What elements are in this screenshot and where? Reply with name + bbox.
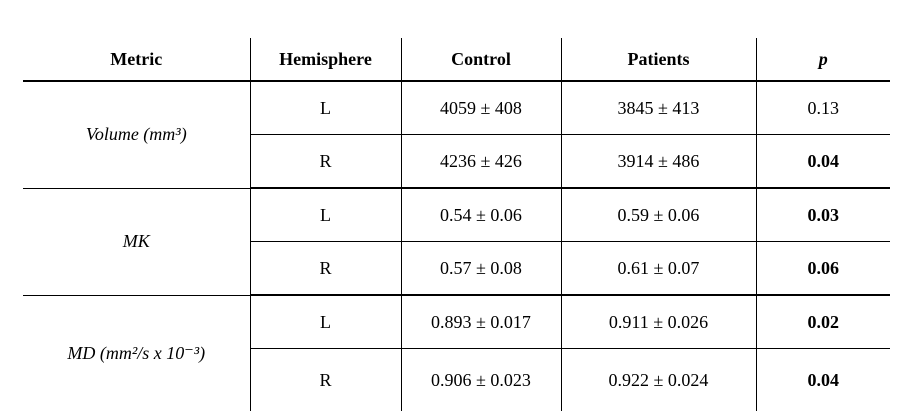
table-row: MK L 0.54 ± 0.06 0.59 ± 0.06 0.03 [23,188,890,296]
header-row: Metric Hemisphere Control Patients p [23,38,890,82]
header-control: Control [400,38,561,82]
header-hemisphere: Hemisphere [249,38,401,82]
patients-cell: 0.911 ± 0.026 [560,295,756,349]
hemisphere-cell: R [249,348,401,411]
hemisphere-cell: R [249,134,401,189]
p-value-cell: 0.04 [755,134,890,189]
hemisphere-cell: R [249,241,401,296]
table-row: MD (mm²/s x 10⁻³) L 0.893 ± 0.017 0.911 … [23,295,890,411]
hemisphere-cell: L [249,81,401,135]
table-row: R 4236 ± 426 3914 ± 486 0.04 [23,134,890,189]
patients-cell: 3914 ± 486 [560,134,756,189]
metric-label-mk: MK [23,188,250,296]
hemisphere-cell: L [249,188,401,242]
patients-cell: 0.922 ± 0.024 [560,348,756,411]
control-cell: 4059 ± 408 [400,81,561,135]
p-value-cell: 0.02 [755,295,890,349]
metric-label-volume: Volume (mm³) [23,81,250,189]
patients-cell: 0.61 ± 0.07 [560,241,756,296]
control-cell: 0.906 ± 0.023 [400,348,561,411]
table-row: R 0.906 ± 0.023 0.922 ± 0.024 0.04 [23,348,890,411]
p-value-cell: 0.03 [755,188,890,242]
p-value-cell: 0.06 [755,241,890,296]
control-cell: 0.893 ± 0.017 [400,295,561,349]
control-cell: 0.57 ± 0.08 [400,241,561,296]
metrics-table: Metric Hemisphere Control Patients p Vol… [23,38,890,411]
patients-cell: 0.59 ± 0.06 [560,188,756,242]
control-cell: 0.54 ± 0.06 [400,188,561,242]
control-cell: 4236 ± 426 [400,134,561,189]
header-metric: Metric [23,38,250,82]
hemisphere-cell: L [249,295,401,349]
table-row: Volume (mm³) L 4059 ± 408 3845 ± 413 0.1… [23,81,890,189]
p-value-cell: 0.04 [755,348,890,411]
patients-cell: 3845 ± 413 [560,81,756,135]
metric-label-md: MD (mm²/s x 10⁻³) [23,295,250,411]
header-patients: Patients [560,38,756,82]
header-p: p [755,38,890,82]
table-row: R 0.57 ± 0.08 0.61 ± 0.07 0.06 [23,241,890,296]
p-value-cell: 0.13 [755,81,890,135]
